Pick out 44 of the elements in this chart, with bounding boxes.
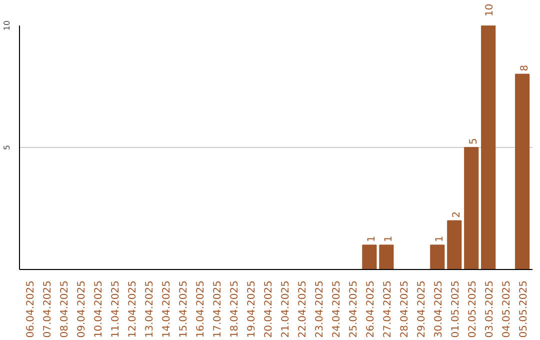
x-tick-label: 18.04.2025 bbox=[230, 280, 241, 338]
x-tick-label: 01.05.2025 bbox=[450, 280, 462, 338]
data-label: 8 bbox=[519, 64, 530, 72]
data-label: 5 bbox=[468, 138, 480, 144]
bar bbox=[515, 74, 530, 270]
x-tick-label: 29.04.2025 bbox=[416, 280, 428, 338]
x-tick-label: 24.04.2025 bbox=[331, 280, 342, 338]
data-label: 1 bbox=[383, 236, 394, 242]
bar bbox=[362, 244, 377, 270]
x-tick-label: 03.05.2025 bbox=[484, 280, 496, 338]
x-tick-label: 05.05.2025 bbox=[518, 280, 530, 338]
x-tick-label: 09.04.2025 bbox=[76, 280, 88, 338]
x-tick-label: 02.05.2025 bbox=[467, 280, 478, 338]
x-tick-label: 08.04.2025 bbox=[60, 280, 71, 338]
data-label: 1 bbox=[434, 236, 446, 242]
x-tick-label: 19.04.2025 bbox=[246, 280, 258, 338]
x-tick-label: 22.04.2025 bbox=[297, 280, 308, 338]
x-tick-label: 06.04.2025 bbox=[26, 280, 37, 338]
x-tick-label: 15.04.2025 bbox=[178, 280, 190, 338]
x-tick-label: 07.04.2025 bbox=[42, 280, 54, 338]
x-tick-label: 04.05.2025 bbox=[501, 280, 512, 338]
data-label: 10 bbox=[484, 4, 496, 16]
data-label: 1 bbox=[366, 236, 378, 242]
x-tick-label: 26.04.2025 bbox=[365, 280, 376, 338]
x-tick-label: 10.04.2025 bbox=[94, 280, 105, 338]
x-tick-label: 11.04.2025 bbox=[110, 280, 122, 338]
bar bbox=[464, 147, 479, 270]
x-tick-label: 28.04.2025 bbox=[399, 280, 410, 338]
bar bbox=[447, 220, 462, 270]
x-tick-label: 21.04.2025 bbox=[280, 280, 292, 338]
x-tick-label: 17.04.2025 bbox=[212, 280, 224, 338]
x-tick-label: 30.04.2025 bbox=[433, 280, 444, 338]
x-tick-label: 16.04.2025 bbox=[196, 280, 207, 338]
x-tick-label: 27.04.2025 bbox=[382, 280, 394, 338]
data-label: 2 bbox=[451, 211, 462, 218]
x-tick-label: 13.04.2025 bbox=[144, 280, 156, 338]
bar bbox=[481, 26, 496, 270]
x-tick-label: 14.04.2025 bbox=[162, 280, 173, 338]
bar bbox=[379, 244, 394, 270]
x-tick-label: 23.04.2025 bbox=[314, 280, 326, 338]
x-tick-label: 12.04.2025 bbox=[128, 280, 139, 338]
x-tick-label: 25.04.2025 bbox=[348, 280, 360, 338]
bar bbox=[430, 244, 445, 270]
x-tick-label: 20.04.2025 bbox=[264, 280, 275, 338]
